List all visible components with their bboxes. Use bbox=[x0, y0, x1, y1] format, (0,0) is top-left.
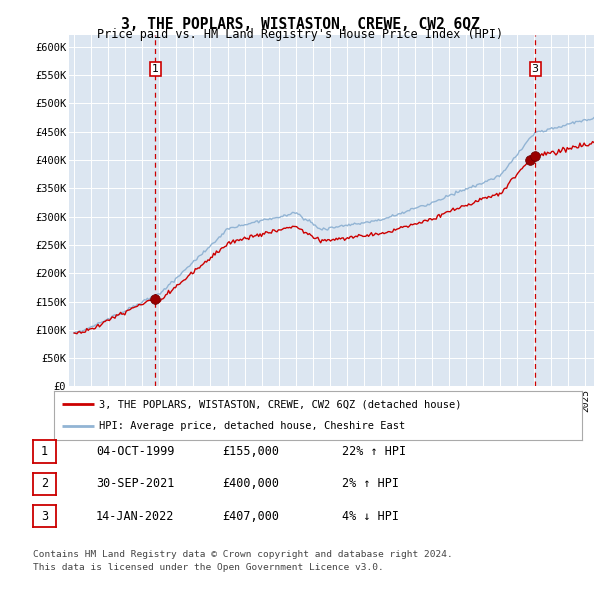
Text: £155,000: £155,000 bbox=[222, 445, 279, 458]
Text: 30-SEP-2021: 30-SEP-2021 bbox=[96, 477, 175, 490]
Text: This data is licensed under the Open Government Licence v3.0.: This data is licensed under the Open Gov… bbox=[33, 563, 384, 572]
Text: 2: 2 bbox=[41, 477, 48, 490]
Text: 3, THE POPLARS, WISTASTON, CREWE, CW2 6QZ (detached house): 3, THE POPLARS, WISTASTON, CREWE, CW2 6Q… bbox=[99, 399, 461, 409]
Text: 14-JAN-2022: 14-JAN-2022 bbox=[96, 510, 175, 523]
Text: 2% ↑ HPI: 2% ↑ HPI bbox=[342, 477, 399, 490]
Text: 1: 1 bbox=[41, 445, 48, 458]
Text: £400,000: £400,000 bbox=[222, 477, 279, 490]
Text: 4% ↓ HPI: 4% ↓ HPI bbox=[342, 510, 399, 523]
Text: 22% ↑ HPI: 22% ↑ HPI bbox=[342, 445, 406, 458]
Text: 1: 1 bbox=[152, 64, 158, 74]
Text: 3: 3 bbox=[41, 510, 48, 523]
Text: Contains HM Land Registry data © Crown copyright and database right 2024.: Contains HM Land Registry data © Crown c… bbox=[33, 550, 453, 559]
Text: Price paid vs. HM Land Registry's House Price Index (HPI): Price paid vs. HM Land Registry's House … bbox=[97, 28, 503, 41]
Text: 3: 3 bbox=[532, 64, 539, 74]
Text: HPI: Average price, detached house, Cheshire East: HPI: Average price, detached house, Ches… bbox=[99, 421, 405, 431]
Text: 04-OCT-1999: 04-OCT-1999 bbox=[96, 445, 175, 458]
Text: 3, THE POPLARS, WISTASTON, CREWE, CW2 6QZ: 3, THE POPLARS, WISTASTON, CREWE, CW2 6Q… bbox=[121, 17, 479, 31]
Text: £407,000: £407,000 bbox=[222, 510, 279, 523]
